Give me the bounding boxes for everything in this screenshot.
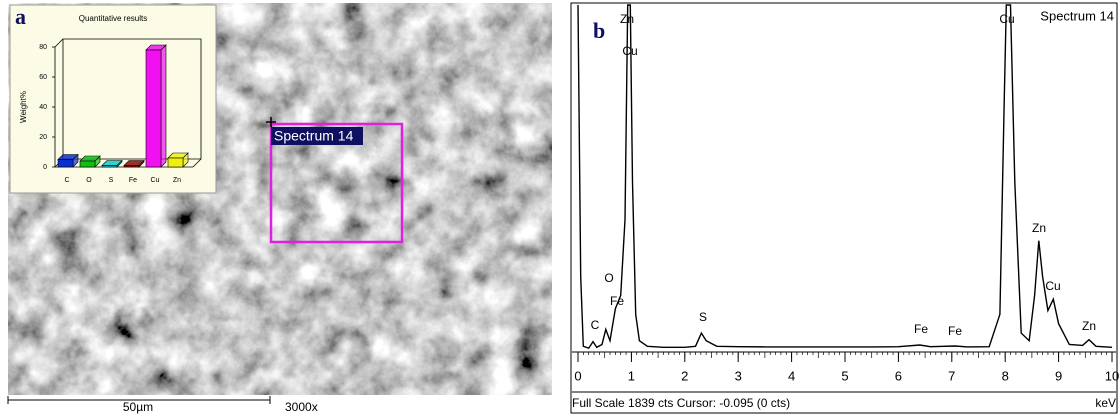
x-tick-label: 2 xyxy=(681,368,688,383)
panel-label: a xyxy=(15,4,26,29)
y-tick-label: 80 xyxy=(39,44,47,51)
bar xyxy=(124,166,139,168)
x-axis-label: keV xyxy=(1095,396,1116,410)
bar xyxy=(80,161,95,167)
x-tick-label: 9 xyxy=(1055,368,1062,383)
x-tick-label: 1 xyxy=(628,368,635,383)
x-tick-label: 3 xyxy=(735,368,742,383)
peak-label: O xyxy=(604,271,613,285)
y-tick-label: 20 xyxy=(39,134,47,141)
x-tick-label: S xyxy=(109,177,114,184)
peak-label: Zn xyxy=(1082,319,1096,333)
x-tick-label: 8 xyxy=(1002,368,1009,383)
y-tick-label: 60 xyxy=(39,74,47,81)
bar xyxy=(168,158,183,167)
x-tick-label: Fe xyxy=(129,177,137,184)
figure: Spectrum 14 50µm 3000x a Quantitative re… xyxy=(0,0,1119,415)
bar-side xyxy=(161,45,166,167)
inset-title: Quantitative results xyxy=(79,14,147,23)
bar xyxy=(58,160,73,168)
peak-label: Zn xyxy=(620,12,634,26)
y-tick-label: 40 xyxy=(39,104,47,111)
peak-label: Cu xyxy=(999,12,1014,26)
peak-label: Fe xyxy=(610,294,624,308)
x-tick-label: C xyxy=(64,177,69,184)
x-tick-label: Cu xyxy=(151,177,160,184)
spectrum-name: Spectrum 14 xyxy=(1040,8,1114,23)
panel-label: b xyxy=(593,18,605,43)
x-tick-label: 6 xyxy=(895,368,902,383)
peak-label: S xyxy=(699,310,707,324)
peak-label: C xyxy=(591,318,600,332)
bar xyxy=(102,166,117,168)
peak-label: Fe xyxy=(914,322,928,336)
page: Spectrum 14 50µm 3000x a Quantitative re… xyxy=(0,0,1119,420)
x-tick-label: Zn xyxy=(173,177,181,184)
x-tick-label: 0 xyxy=(574,368,581,383)
peak-label: Cu xyxy=(622,44,637,58)
peak-label: Cu xyxy=(1045,279,1060,293)
magnification: 3000x xyxy=(285,400,318,414)
y-tick-label: 0 xyxy=(43,164,47,171)
peak-label: Zn xyxy=(1032,221,1046,235)
x-tick-label: 4 xyxy=(788,368,795,383)
status-text: Full Scale 1839 cts Cursor: -0.095 (0 ct… xyxy=(572,396,790,410)
y-axis-label: Weight% xyxy=(19,91,28,123)
spectrum-label: Spectrum 14 xyxy=(274,128,354,144)
x-tick-label: 7 xyxy=(948,368,955,383)
peak-label: Fe xyxy=(948,324,962,338)
bar xyxy=(146,50,161,167)
x-tick-label: O xyxy=(86,177,92,184)
x-tick-label: 5 xyxy=(841,368,848,383)
x-tick-label: 10 xyxy=(1105,368,1119,383)
scale-bar-label: 50µm xyxy=(123,400,153,414)
